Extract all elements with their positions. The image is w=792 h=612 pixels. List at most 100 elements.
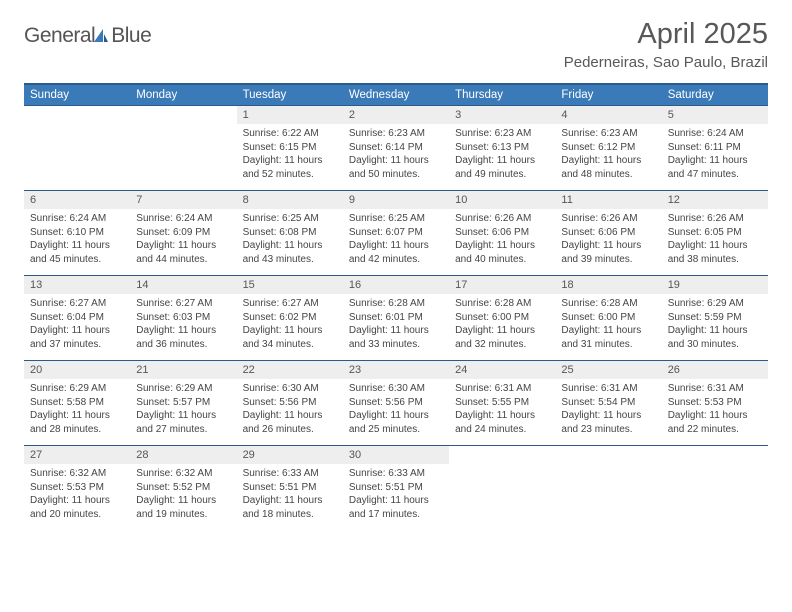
calendar-cell: 26Sunrise: 6:31 AMSunset: 5:53 PMDayligh… — [662, 361, 768, 446]
calendar-cell: 27Sunrise: 6:32 AMSunset: 5:53 PMDayligh… — [24, 446, 130, 531]
calendar-cell: 0. — [555, 446, 661, 531]
calendar-cell: 20Sunrise: 6:29 AMSunset: 5:58 PMDayligh… — [24, 361, 130, 446]
location: Pederneiras, Sao Paulo, Brazil — [564, 54, 768, 71]
day-detail: Sunrise: 6:22 AMSunset: 6:15 PMDaylight:… — [237, 124, 343, 185]
calendar-cell: 0. — [662, 446, 768, 531]
day-detail: Sunrise: 6:28 AMSunset: 6:00 PMDaylight:… — [555, 294, 661, 355]
day-detail: Sunrise: 6:26 AMSunset: 6:06 PMDaylight:… — [449, 209, 555, 270]
weekday-header: Wednesday — [343, 84, 449, 106]
calendar-cell: 14Sunrise: 6:27 AMSunset: 6:03 PMDayligh… — [130, 276, 236, 361]
weekday-header: Sunday — [24, 84, 130, 106]
day-number: 24 — [449, 361, 555, 379]
calendar-cell: 10Sunrise: 6:26 AMSunset: 6:06 PMDayligh… — [449, 191, 555, 276]
day-detail: Sunrise: 6:24 AMSunset: 6:10 PMDaylight:… — [24, 209, 130, 270]
calendar-body: 0.0.1Sunrise: 6:22 AMSunset: 6:15 PMDayl… — [24, 106, 768, 531]
day-number: 10 — [449, 191, 555, 209]
day-detail: Sunrise: 6:23 AMSunset: 6:14 PMDaylight:… — [343, 124, 449, 185]
day-number: 1 — [237, 106, 343, 124]
calendar-cell: 11Sunrise: 6:26 AMSunset: 6:06 PMDayligh… — [555, 191, 661, 276]
day-detail: Sunrise: 6:27 AMSunset: 6:03 PMDaylight:… — [130, 294, 236, 355]
day-detail: Sunrise: 6:32 AMSunset: 5:52 PMDaylight:… — [130, 464, 236, 525]
day-detail: Sunrise: 6:31 AMSunset: 5:55 PMDaylight:… — [449, 379, 555, 440]
calendar-row: 6Sunrise: 6:24 AMSunset: 6:10 PMDaylight… — [24, 191, 768, 276]
calendar-cell: 18Sunrise: 6:28 AMSunset: 6:00 PMDayligh… — [555, 276, 661, 361]
day-detail: Sunrise: 6:25 AMSunset: 6:08 PMDaylight:… — [237, 209, 343, 270]
day-detail: Sunrise: 6:30 AMSunset: 5:56 PMDaylight:… — [343, 379, 449, 440]
calendar-cell: 28Sunrise: 6:32 AMSunset: 5:52 PMDayligh… — [130, 446, 236, 531]
day-number: 3 — [449, 106, 555, 124]
day-number: 4 — [555, 106, 661, 124]
day-detail: Sunrise: 6:31 AMSunset: 5:54 PMDaylight:… — [555, 379, 661, 440]
calendar-cell: 12Sunrise: 6:26 AMSunset: 6:05 PMDayligh… — [662, 191, 768, 276]
logo-text-2: Blue — [111, 24, 151, 48]
calendar-cell: 15Sunrise: 6:27 AMSunset: 6:02 PMDayligh… — [237, 276, 343, 361]
calendar-row: 13Sunrise: 6:27 AMSunset: 6:04 PMDayligh… — [24, 276, 768, 361]
weekday-header: Thursday — [449, 84, 555, 106]
calendar-cell: 1Sunrise: 6:22 AMSunset: 6:15 PMDaylight… — [237, 106, 343, 191]
logo-sail-icon — [93, 28, 109, 44]
day-number: 12 — [662, 191, 768, 209]
day-number: 30 — [343, 446, 449, 464]
weekday-header: Saturday — [662, 84, 768, 106]
day-detail: Sunrise: 6:29 AMSunset: 5:58 PMDaylight:… — [24, 379, 130, 440]
page-title: April 2025 — [564, 18, 768, 51]
day-number: 21 — [130, 361, 236, 379]
day-number: 26 — [662, 361, 768, 379]
day-detail: Sunrise: 6:32 AMSunset: 5:53 PMDaylight:… — [24, 464, 130, 525]
title-block: April 2025 Pederneiras, Sao Paulo, Brazi… — [564, 18, 768, 71]
day-number: 20 — [24, 361, 130, 379]
logo: General Blue — [24, 24, 151, 48]
day-number: 19 — [662, 276, 768, 294]
calendar-cell: 29Sunrise: 6:33 AMSunset: 5:51 PMDayligh… — [237, 446, 343, 531]
calendar-cell: 8Sunrise: 6:25 AMSunset: 6:08 PMDaylight… — [237, 191, 343, 276]
calendar-cell: 23Sunrise: 6:30 AMSunset: 5:56 PMDayligh… — [343, 361, 449, 446]
day-number: 17 — [449, 276, 555, 294]
calendar-row: 0.0.1Sunrise: 6:22 AMSunset: 6:15 PMDayl… — [24, 106, 768, 191]
calendar-cell: 9Sunrise: 6:25 AMSunset: 6:07 PMDaylight… — [343, 191, 449, 276]
day-detail: Sunrise: 6:27 AMSunset: 6:04 PMDaylight:… — [24, 294, 130, 355]
weekday-header: Friday — [555, 84, 661, 106]
calendar-cell: 5Sunrise: 6:24 AMSunset: 6:11 PMDaylight… — [662, 106, 768, 191]
day-number: 6 — [24, 191, 130, 209]
calendar-cell: 16Sunrise: 6:28 AMSunset: 6:01 PMDayligh… — [343, 276, 449, 361]
day-number: 16 — [343, 276, 449, 294]
calendar-cell: 3Sunrise: 6:23 AMSunset: 6:13 PMDaylight… — [449, 106, 555, 191]
day-number: 29 — [237, 446, 343, 464]
calendar-cell: 21Sunrise: 6:29 AMSunset: 5:57 PMDayligh… — [130, 361, 236, 446]
day-number: 9 — [343, 191, 449, 209]
day-detail: Sunrise: 6:25 AMSunset: 6:07 PMDaylight:… — [343, 209, 449, 270]
day-number: 13 — [24, 276, 130, 294]
calendar-cell: 30Sunrise: 6:33 AMSunset: 5:51 PMDayligh… — [343, 446, 449, 531]
logo-text-1: General — [24, 24, 95, 48]
day-detail: Sunrise: 6:28 AMSunset: 6:01 PMDaylight:… — [343, 294, 449, 355]
day-detail: Sunrise: 6:29 AMSunset: 5:57 PMDaylight:… — [130, 379, 236, 440]
day-number: 28 — [130, 446, 236, 464]
weekday-header: Tuesday — [237, 84, 343, 106]
day-detail: Sunrise: 6:24 AMSunset: 6:11 PMDaylight:… — [662, 124, 768, 185]
day-detail: Sunrise: 6:30 AMSunset: 5:56 PMDaylight:… — [237, 379, 343, 440]
day-detail: Sunrise: 6:27 AMSunset: 6:02 PMDaylight:… — [237, 294, 343, 355]
calendar-row: 27Sunrise: 6:32 AMSunset: 5:53 PMDayligh… — [24, 446, 768, 531]
day-number: 14 — [130, 276, 236, 294]
day-detail: Sunrise: 6:23 AMSunset: 6:12 PMDaylight:… — [555, 124, 661, 185]
day-detail: Sunrise: 6:23 AMSunset: 6:13 PMDaylight:… — [449, 124, 555, 185]
calendar-cell: 13Sunrise: 6:27 AMSunset: 6:04 PMDayligh… — [24, 276, 130, 361]
calendar-cell: 7Sunrise: 6:24 AMSunset: 6:09 PMDaylight… — [130, 191, 236, 276]
calendar-cell: 0. — [24, 106, 130, 191]
day-detail: Sunrise: 6:26 AMSunset: 6:05 PMDaylight:… — [662, 209, 768, 270]
day-number: 5 — [662, 106, 768, 124]
day-number: 23 — [343, 361, 449, 379]
day-detail: Sunrise: 6:28 AMSunset: 6:00 PMDaylight:… — [449, 294, 555, 355]
calendar-cell: 22Sunrise: 6:30 AMSunset: 5:56 PMDayligh… — [237, 361, 343, 446]
calendar-cell: 19Sunrise: 6:29 AMSunset: 5:59 PMDayligh… — [662, 276, 768, 361]
day-number: 2 — [343, 106, 449, 124]
day-number: 18 — [555, 276, 661, 294]
day-number: 11 — [555, 191, 661, 209]
day-number: 8 — [237, 191, 343, 209]
calendar-cell: 25Sunrise: 6:31 AMSunset: 5:54 PMDayligh… — [555, 361, 661, 446]
day-number: 7 — [130, 191, 236, 209]
day-detail: Sunrise: 6:29 AMSunset: 5:59 PMDaylight:… — [662, 294, 768, 355]
day-detail: Sunrise: 6:24 AMSunset: 6:09 PMDaylight:… — [130, 209, 236, 270]
day-detail: Sunrise: 6:33 AMSunset: 5:51 PMDaylight:… — [237, 464, 343, 525]
calendar-cell: 0. — [449, 446, 555, 531]
